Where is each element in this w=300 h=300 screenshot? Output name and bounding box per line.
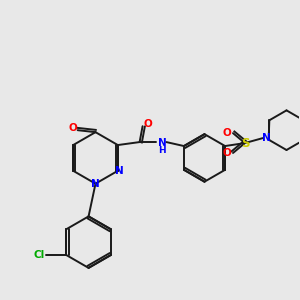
Text: N: N <box>91 179 100 189</box>
Text: S: S <box>241 136 249 150</box>
Text: Cl: Cl <box>34 250 45 260</box>
Text: N: N <box>158 138 167 148</box>
Text: N: N <box>116 166 124 176</box>
Text: O: O <box>143 119 152 129</box>
Text: O: O <box>68 123 77 133</box>
Text: H: H <box>159 146 166 155</box>
Text: O: O <box>223 148 231 158</box>
Text: N: N <box>262 133 271 143</box>
Text: O: O <box>223 128 231 138</box>
